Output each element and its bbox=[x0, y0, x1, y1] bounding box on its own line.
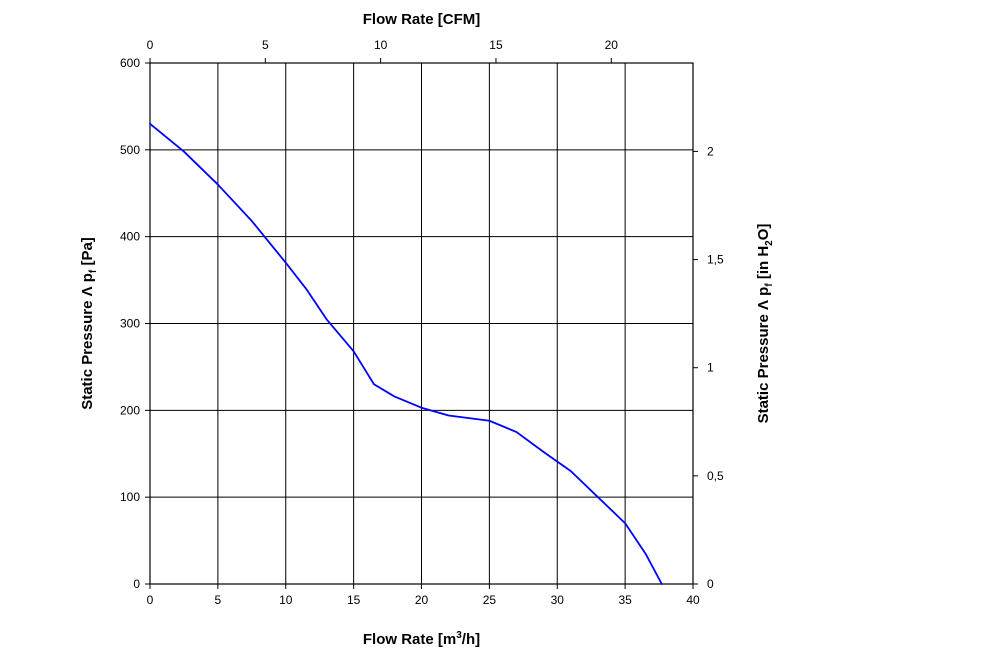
y-left-tick-label: 200 bbox=[120, 403, 140, 417]
y-left-tick-label: 100 bbox=[120, 490, 140, 504]
x-bottom-tick-label: 20 bbox=[415, 593, 429, 607]
y-left-tick-label: 600 bbox=[120, 56, 140, 70]
x-bottom-tick-label: 25 bbox=[483, 593, 497, 607]
x-top-tick-label: 10 bbox=[374, 38, 388, 52]
x-bottom-tick-label: 40 bbox=[686, 593, 700, 607]
grid bbox=[149, 62, 694, 585]
x-bottom-tick-label: 35 bbox=[618, 593, 632, 607]
x-top-tick-label: 5 bbox=[262, 38, 269, 52]
x-bottom-tick-label: 30 bbox=[551, 593, 565, 607]
series-line bbox=[149, 122, 663, 585]
y-right-tick-label: 1,5 bbox=[707, 253, 724, 267]
y-axis-left-title: Static Pressure Λ pf [Pa] bbox=[79, 237, 99, 410]
x-bottom-tick-label: 0 bbox=[147, 593, 154, 607]
y-left-tick-label: 400 bbox=[120, 230, 140, 244]
x-bottom-tick-label: 10 bbox=[279, 593, 293, 607]
x-bottom-tick-label: 15 bbox=[347, 593, 361, 607]
y-axis-right-title: Static Pressure Λ pf [in H2O] bbox=[755, 224, 775, 424]
y-right-tick-label: 1 bbox=[707, 361, 714, 375]
y-right-tick-label: 2 bbox=[707, 144, 714, 158]
ticks bbox=[145, 58, 698, 589]
x-axis-top-title: Flow Rate [CFM] bbox=[363, 11, 481, 28]
y-left-tick-label: 500 bbox=[120, 143, 140, 157]
y-right-tick-label: 0,5 bbox=[707, 469, 724, 483]
x-top-tick-label: 15 bbox=[489, 38, 503, 52]
series bbox=[149, 122, 663, 585]
x-axis-bottom-title: Flow Rate [m3/h] bbox=[363, 630, 480, 648]
x-top-tick-label: 20 bbox=[605, 38, 619, 52]
x-top-tick-label: 0 bbox=[147, 38, 154, 52]
y-right-tick-label: 0 bbox=[707, 577, 714, 591]
x-bottom-tick-label: 5 bbox=[215, 593, 222, 607]
y-left-tick-label: 0 bbox=[133, 577, 140, 591]
y-left-tick-label: 300 bbox=[120, 317, 140, 331]
